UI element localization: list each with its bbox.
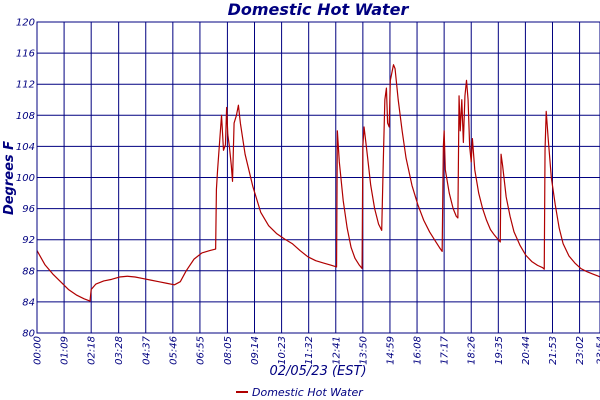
x-tick-label: 00:00: [33, 336, 44, 365]
x-tick-label: 21:53: [548, 336, 559, 365]
x-tick-label: 10:23: [277, 336, 288, 365]
y-tick-label: 88: [22, 266, 35, 277]
x-tick-label: 02:18: [87, 336, 98, 365]
x-tick-label: 20:44: [521, 336, 532, 365]
y-tick-label: 80: [22, 329, 35, 340]
x-tick-label: 01:09: [60, 336, 71, 365]
grid: [36, 21, 600, 334]
x-tick-label: 13:50: [358, 336, 369, 365]
y-tick-label: 112: [16, 80, 35, 91]
x-tick-label: 11:32: [304, 336, 315, 365]
y-tick-label: 84: [22, 297, 35, 308]
plot-frame: [36, 21, 600, 334]
x-tick-label: 09:14: [250, 336, 261, 365]
x-tick-label: 06:55: [195, 336, 206, 365]
y-axis-label: Degrees F: [2, 141, 17, 215]
y-tick-label: 100: [16, 173, 35, 184]
x-tick-label: 12:41: [331, 336, 342, 365]
x-tick-label: 19:35: [494, 336, 505, 365]
series-layer: [36, 64, 600, 302]
series-line-domestic-hot-water: [36, 64, 600, 302]
x-tick-label: 03:28: [114, 336, 125, 365]
legend-label: Domestic Hot Water: [252, 386, 364, 399]
x-axis-label: 02/05/23 (EST): [269, 364, 366, 379]
x-tick-labels: 00:00 01:09 02:18 03:28 04:37 05:46 06:55 08:05…: [33, 335, 600, 364]
y-tick-labels: 80 84 88 92 96 100 104 108 112 116 120: [16, 18, 35, 340]
x-tick-label: 18:26: [467, 336, 478, 365]
x-tick-label: 17:17: [440, 335, 451, 364]
x-tick-label: 16:08: [413, 336, 424, 365]
legend: Domestic Hot Water: [236, 386, 364, 399]
y-tick-label: 116: [16, 49, 35, 60]
x-tick-label: 14:59: [385, 336, 396, 365]
x-tick-label: 08:05: [223, 336, 234, 365]
y-tick-label: 104: [16, 142, 35, 153]
chart-title: Domestic Hot Water: [228, 0, 410, 19]
y-tick-label: 96: [22, 204, 35, 215]
x-tick-label: 23:54: [596, 336, 600, 365]
x-tick-label: 23:02: [575, 336, 586, 365]
y-tick-label: 120: [16, 18, 35, 29]
x-tick-label: 05:46: [168, 336, 179, 365]
x-tick-label: 04:37: [141, 335, 152, 364]
y-tick-label: 108: [16, 111, 35, 122]
y-tick-label: 92: [22, 235, 35, 246]
